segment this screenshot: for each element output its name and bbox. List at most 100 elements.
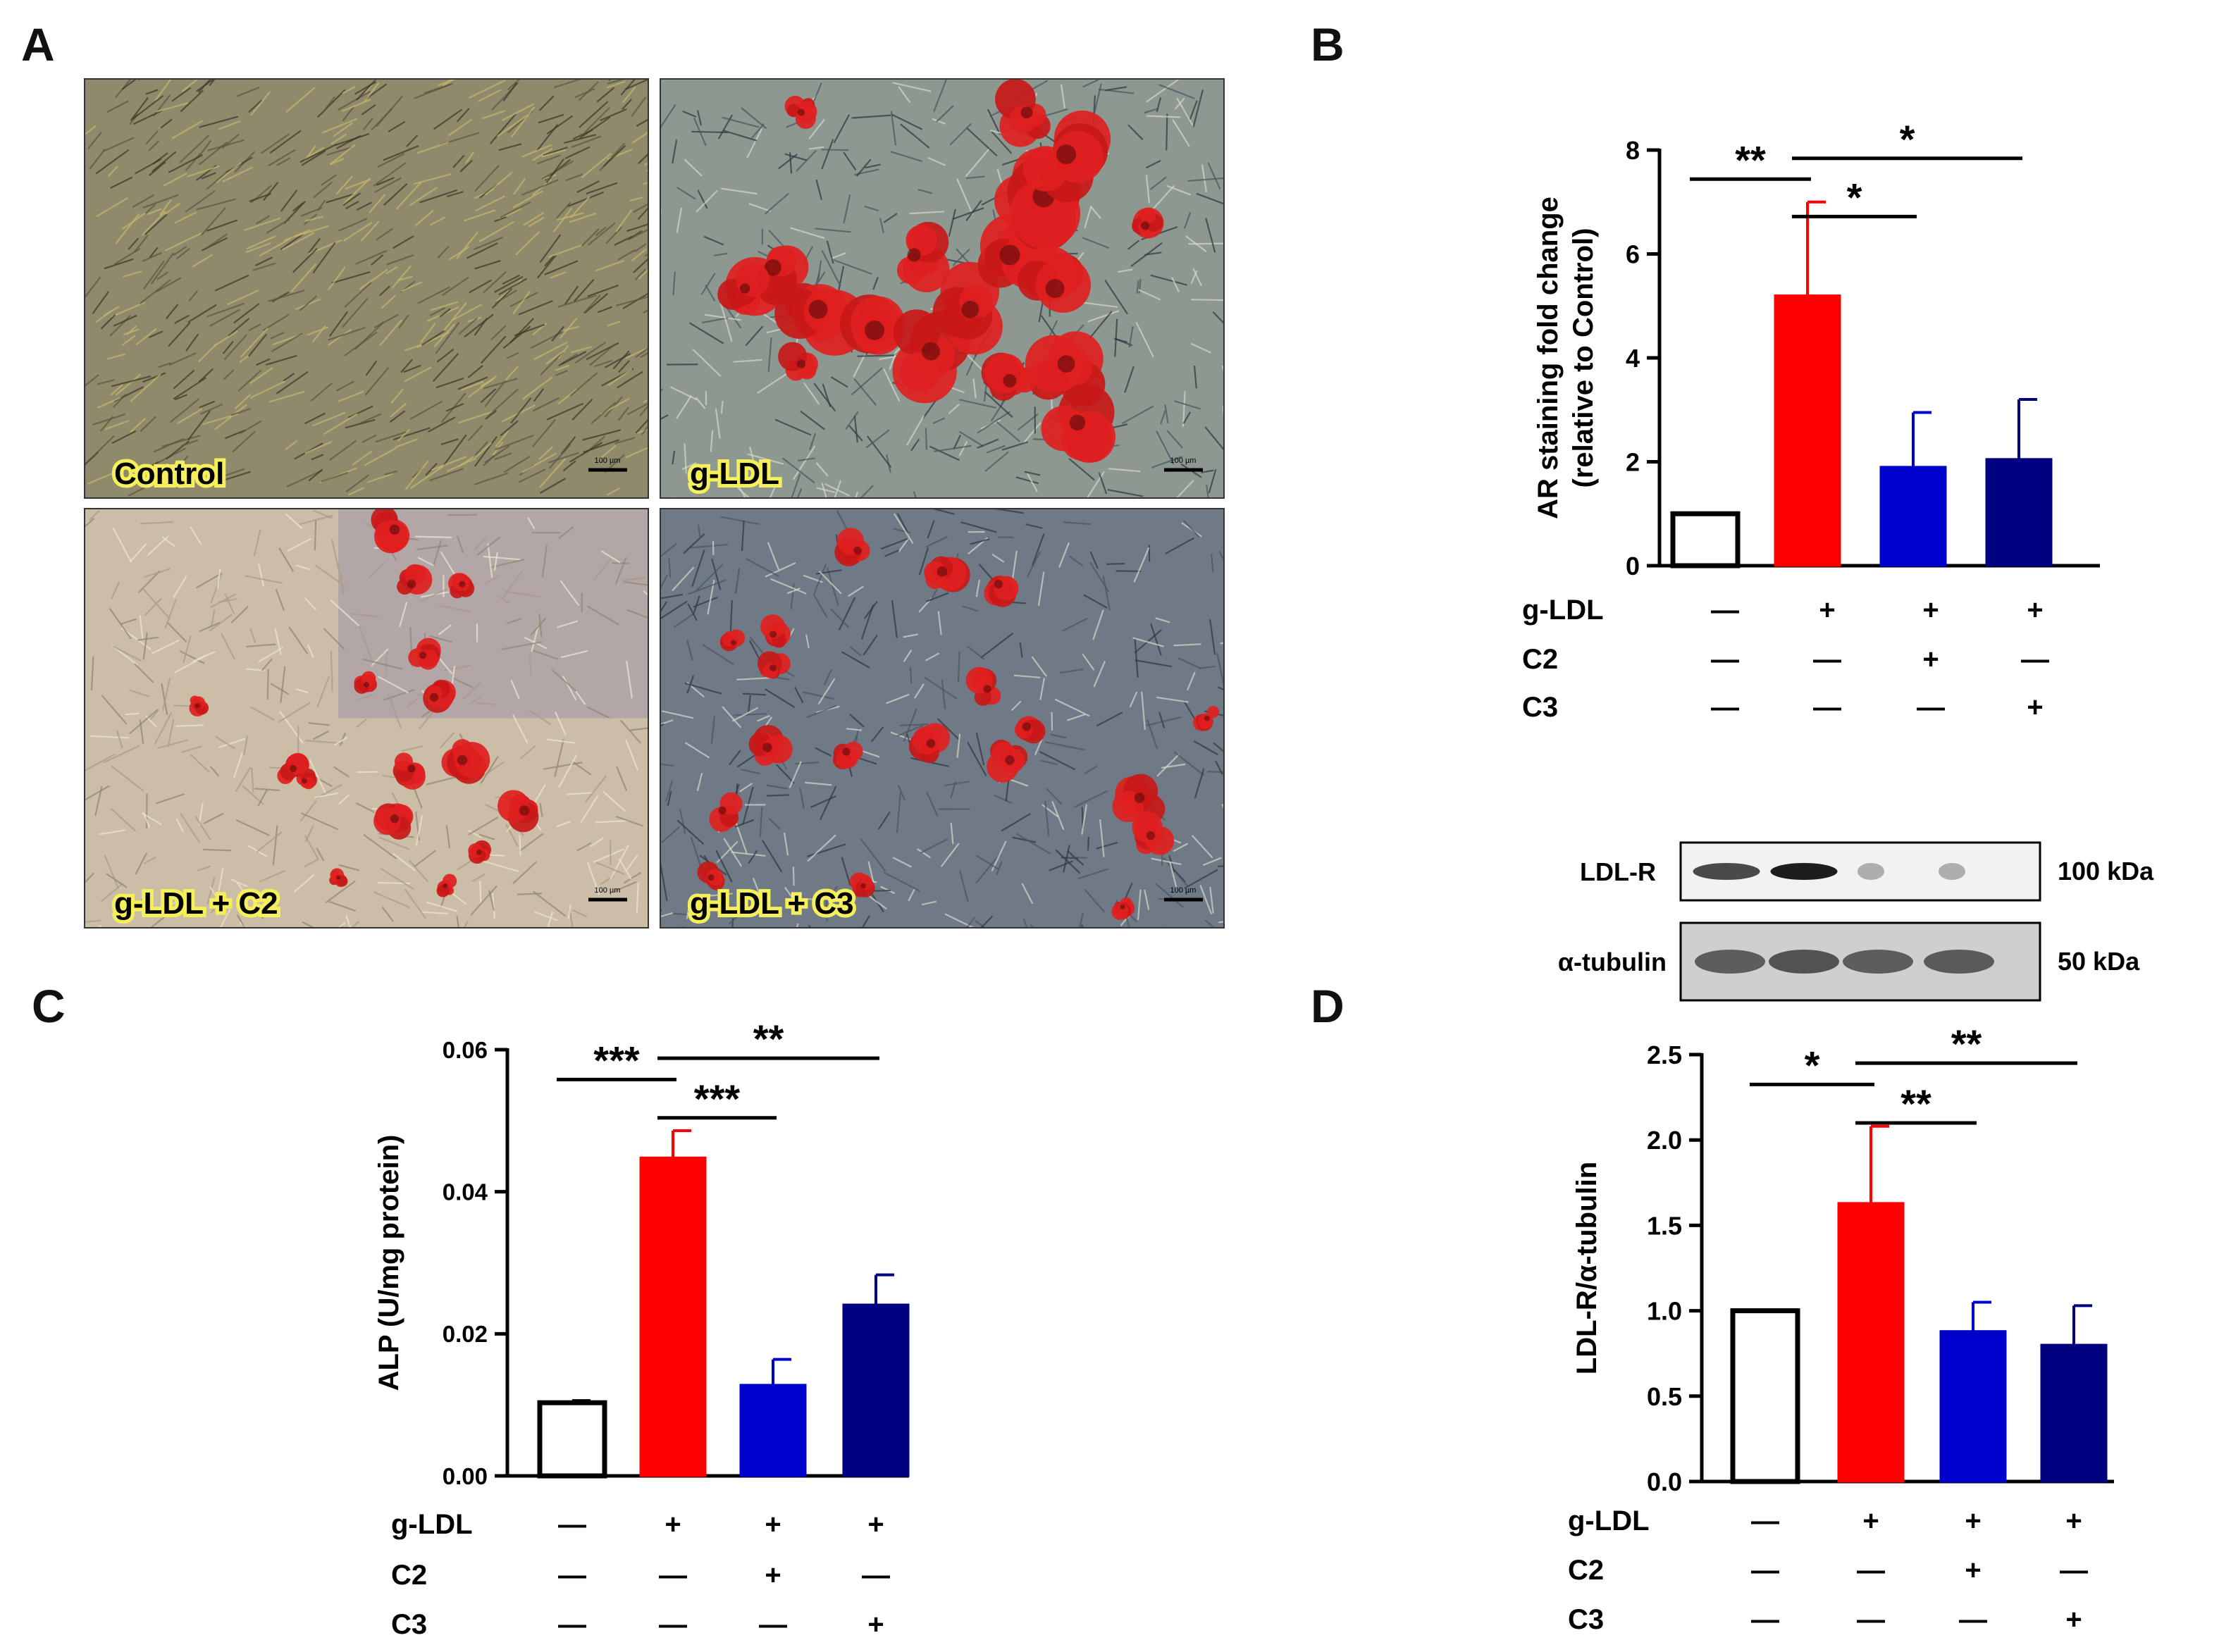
cell-fiber (498, 143, 522, 151)
cell-fiber (209, 766, 220, 777)
cell-fiber (679, 809, 686, 834)
cell-fiber (896, 792, 902, 833)
panel-label-d: D (1311, 980, 1345, 1032)
y-tick-label: 8 (1626, 136, 1640, 165)
cell-fiber (261, 133, 290, 154)
cell-fiber (480, 388, 497, 403)
calcium-deposit (1051, 131, 1104, 183)
cell-fiber (587, 284, 619, 297)
cell-fiber (631, 248, 647, 261)
deposit-core (853, 546, 862, 555)
cell-fiber (1144, 889, 1150, 910)
cell-fiber (299, 800, 317, 822)
cell-fiber (633, 257, 648, 273)
cell-fiber (505, 824, 519, 847)
cell-fiber (576, 842, 592, 852)
cell-fiber (1082, 653, 1095, 671)
cell-fiber (210, 593, 237, 609)
cell-fiber (154, 712, 173, 745)
cell-fiber (740, 769, 760, 775)
cell-fiber (1187, 671, 1196, 691)
deposit-core (1120, 904, 1125, 909)
condition-mark: + (2027, 595, 2043, 626)
cell-fiber (152, 639, 180, 654)
deposit-core (194, 703, 200, 709)
cell-fiber (550, 271, 567, 279)
cell-fiber (469, 696, 482, 705)
cell-fiber (533, 341, 568, 361)
cell-fiber (551, 325, 565, 342)
cell-fiber (1089, 561, 1109, 592)
cell-fiber (169, 398, 199, 423)
cell-fiber (316, 847, 325, 862)
cell-fiber (304, 412, 326, 425)
cell-fiber (975, 854, 1001, 884)
cell-fiber (350, 613, 379, 618)
cell-fiber (821, 482, 827, 498)
condition-mark: — (1813, 692, 1841, 723)
cell-fiber (583, 292, 608, 314)
y-axis-label-secondary: (relative to Control) (1568, 228, 1599, 488)
cell-fiber (864, 205, 879, 212)
cell-fiber (536, 255, 557, 279)
cell-fiber (1022, 422, 1041, 444)
cell-fiber (180, 89, 204, 113)
blot-band (1858, 863, 1884, 880)
deposit-core (865, 321, 884, 340)
cell-fiber (141, 900, 179, 914)
cell-fiber (517, 893, 543, 895)
bar (842, 1303, 910, 1477)
cell-fiber (616, 766, 628, 791)
cell-fiber (87, 435, 115, 462)
cell-fiber (161, 536, 175, 547)
cell-fiber (965, 199, 982, 221)
cell-fiber (557, 294, 597, 308)
cell-fiber (150, 252, 175, 285)
cell-fiber (474, 165, 500, 192)
cell-fiber (89, 735, 130, 739)
cell-fiber (104, 855, 119, 889)
cell-fiber (1146, 115, 1181, 118)
y-axis-label: LDL-R/α-tubulin (1571, 1162, 1602, 1374)
cell-fiber (223, 369, 235, 380)
cell-fiber (660, 912, 674, 918)
cell-fiber (504, 590, 540, 598)
cell-fiber (802, 691, 834, 700)
cell-fiber (328, 900, 357, 912)
cell-fiber (455, 231, 479, 260)
cell-fiber (558, 351, 587, 367)
cell-fiber (209, 79, 216, 87)
cell-fiber (110, 176, 133, 189)
cell-fiber (660, 414, 669, 421)
cell-fiber (456, 108, 470, 123)
cell-fiber (827, 567, 839, 606)
cell-fiber (540, 351, 564, 375)
cell-fiber (916, 848, 931, 859)
cell-fiber (1218, 550, 1224, 562)
cell-fiber (139, 279, 172, 305)
cell-fiber (199, 621, 221, 633)
cell-fiber (1164, 404, 1169, 424)
cell-fiber (247, 333, 268, 357)
cell-fiber (937, 611, 942, 635)
cell-fiber (883, 871, 920, 892)
cell-fiber (105, 420, 130, 430)
condition-mark: — (2060, 1555, 2088, 1586)
cell-fiber (896, 513, 908, 533)
cell-fiber (1127, 124, 1144, 140)
bar (1730, 1308, 1800, 1484)
cell-fiber (502, 274, 520, 285)
cell-fiber (307, 147, 325, 159)
cell-fiber (505, 366, 519, 381)
cell-fiber (209, 468, 245, 483)
cell-fiber (207, 139, 245, 151)
cell-fiber (633, 243, 647, 253)
cell-fiber (556, 820, 571, 828)
cell-fiber (522, 376, 553, 400)
cell-fiber (501, 641, 542, 650)
cell-fiber (379, 319, 402, 346)
cell-fiber (551, 669, 577, 692)
cell-fiber (1088, 311, 1113, 340)
cell-fiber (201, 237, 228, 251)
cell-fiber (436, 348, 455, 363)
